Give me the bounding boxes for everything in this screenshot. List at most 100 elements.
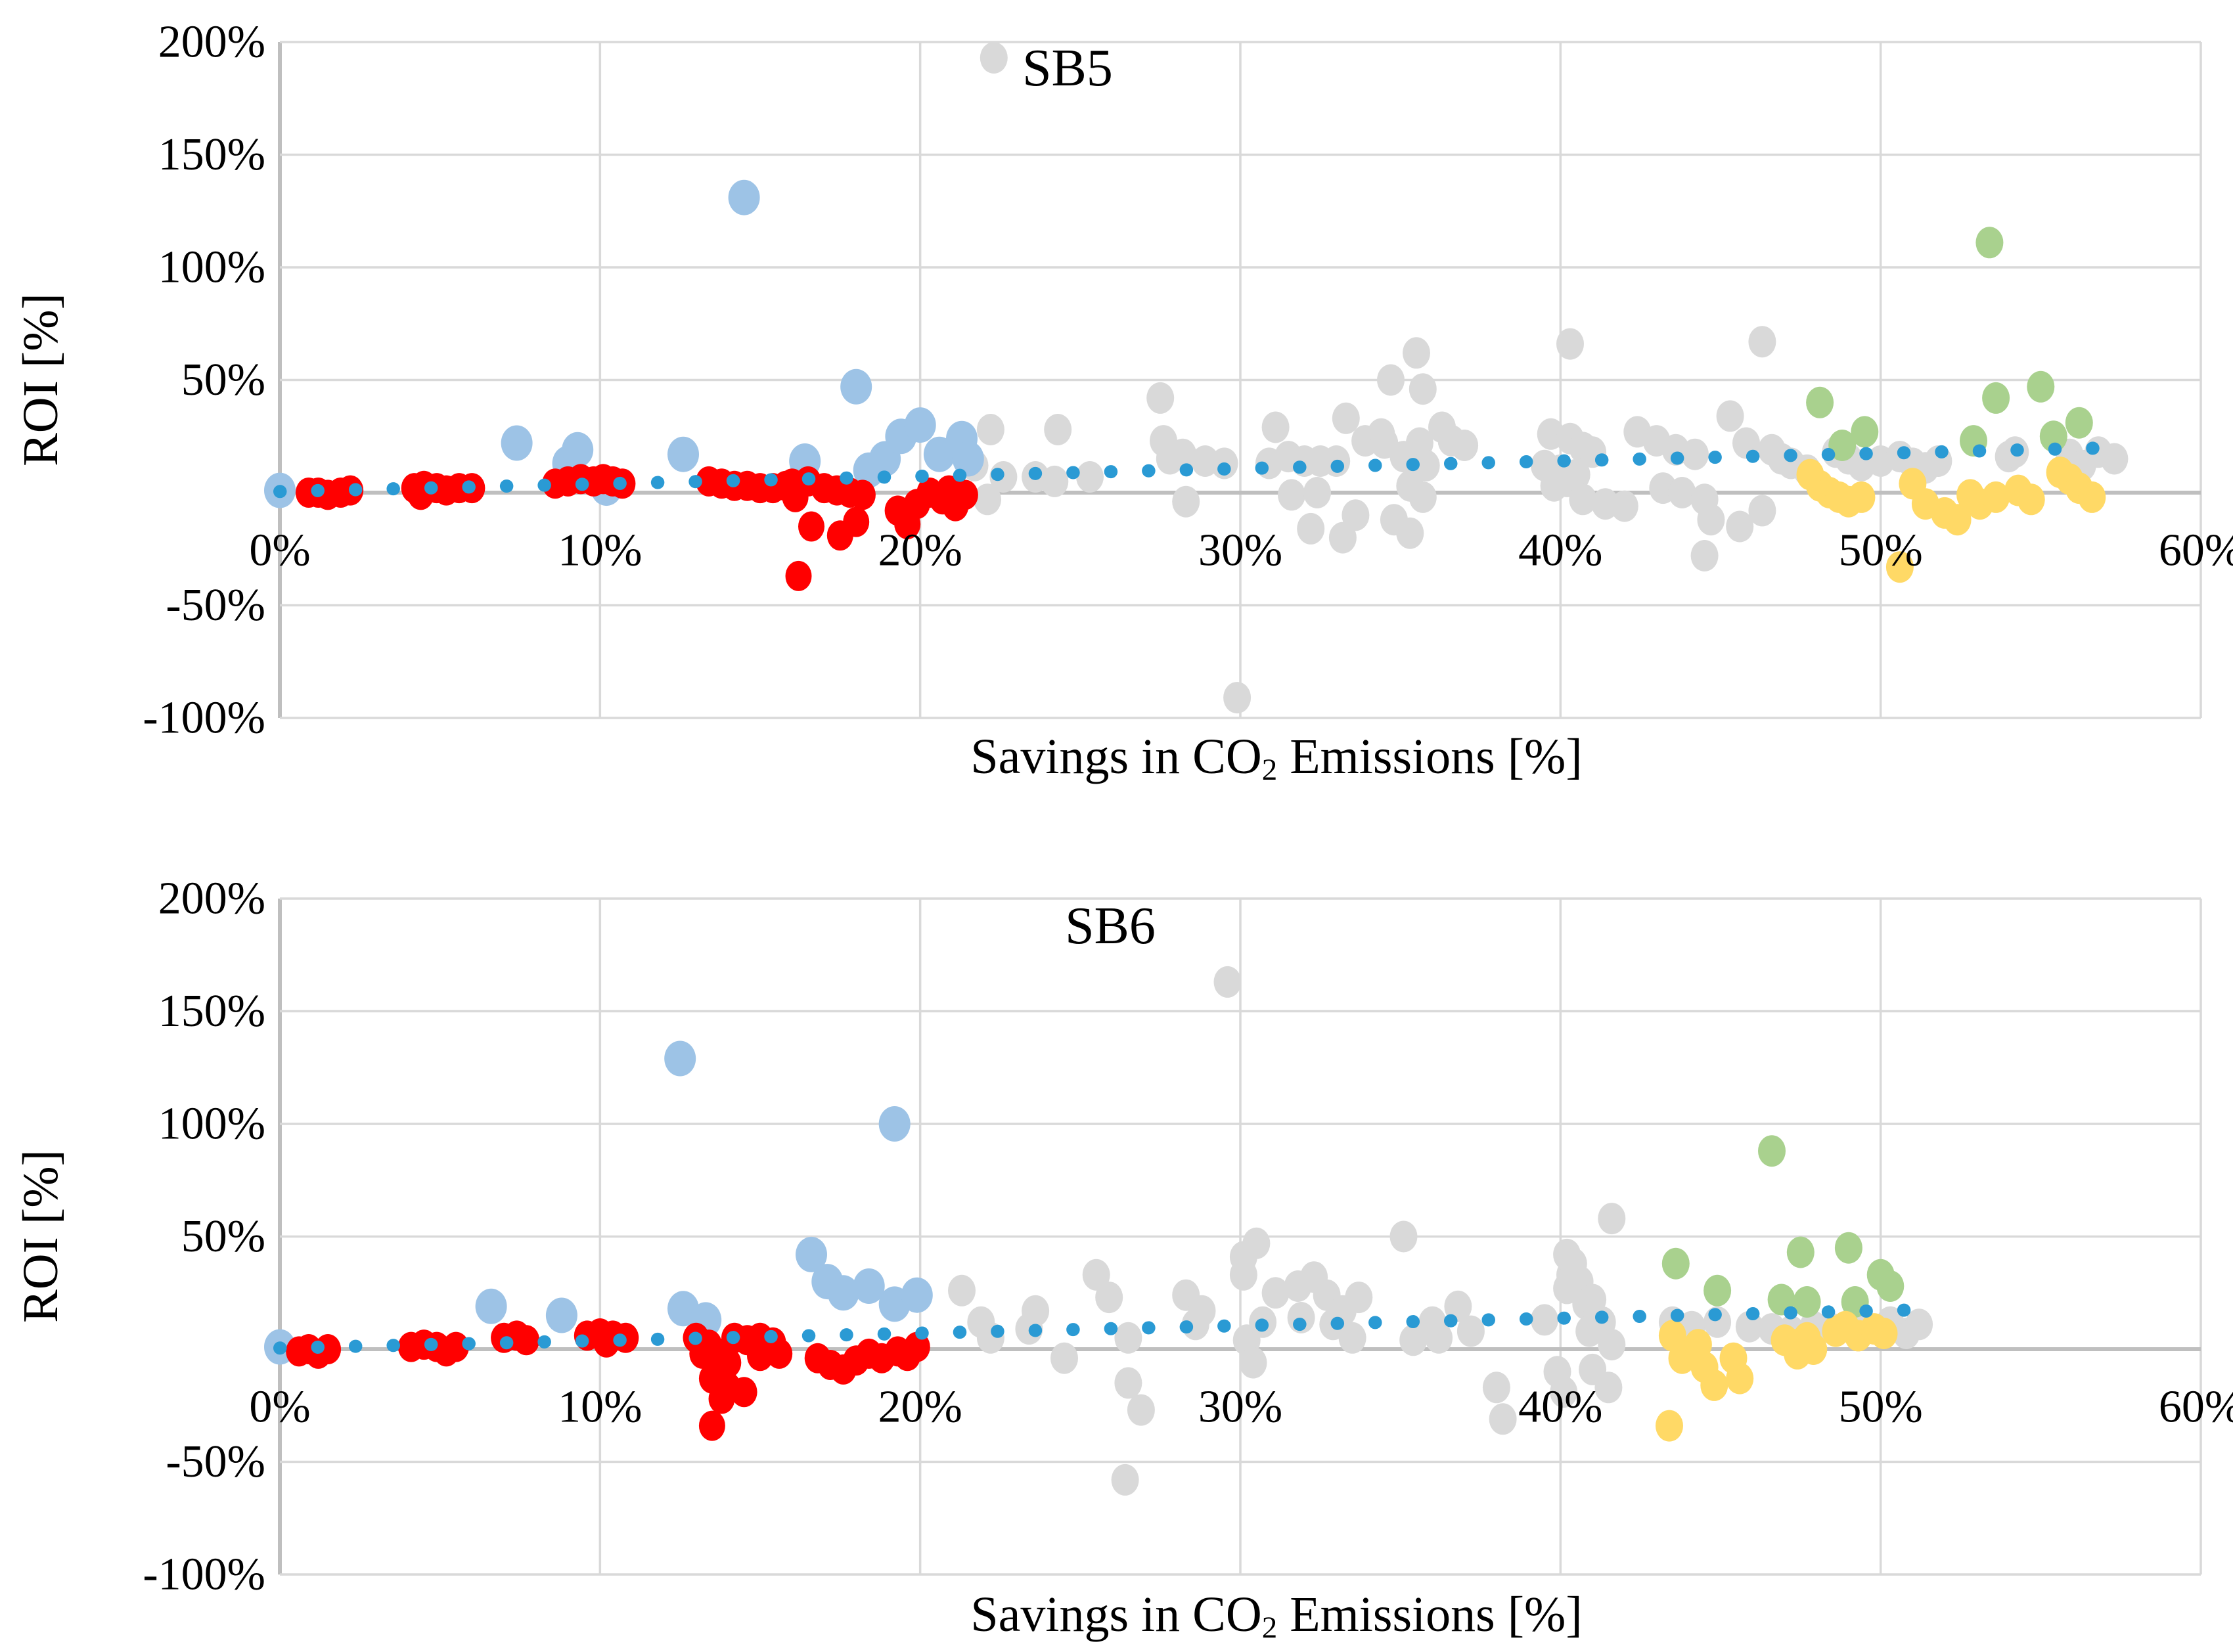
scatter-point	[766, 1338, 793, 1369]
scatter-point	[664, 1040, 696, 1077]
chart-sb5-gridlines	[278, 41, 2202, 719]
scatter-point	[1726, 510, 1754, 543]
chart-sb5-series-blue	[264, 179, 984, 508]
chart-sb6-y-tick-label: 50%	[181, 1211, 265, 1262]
scatter-point	[1050, 1342, 1078, 1374]
scatter-point	[1793, 1286, 1821, 1318]
scatter-point	[1188, 1295, 1216, 1327]
scatter-point	[1847, 481, 1876, 513]
scatter-point	[1409, 373, 1437, 405]
scatter-point	[1834, 1232, 1862, 1264]
scatter-point	[948, 1274, 976, 1306]
chart-sb5-series-yellow	[1796, 457, 2106, 583]
chart-sb6-x-tick-label: 20%	[878, 1382, 962, 1433]
scatter-point	[1223, 682, 1252, 714]
scatter-point	[1076, 461, 1104, 493]
scatter-point	[1870, 1318, 1898, 1349]
scatter-point	[827, 1275, 859, 1311]
scatter-point	[1114, 1322, 1142, 1354]
chart-sb6-x-tick-label: 60%	[2159, 1382, 2233, 1433]
chart-sb5-y-tick-label: 200%	[158, 17, 265, 68]
scatter-point	[1758, 1135, 1786, 1167]
chart-sb6-x-tick-label: 40%	[1518, 1382, 1602, 1433]
chart-sb5-y-tick-label: 150%	[158, 129, 265, 180]
chart-sb5-y-tick-label: -100%	[143, 693, 265, 744]
scatter-point	[1594, 1372, 1623, 1404]
scatter-point	[1278, 479, 1305, 511]
scatter-point	[545, 1297, 577, 1333]
scatter-point	[1399, 1324, 1428, 1356]
scatter-point	[1082, 1259, 1110, 1291]
chart-sb6-series-blue	[264, 1040, 933, 1365]
scatter-point	[1943, 504, 1972, 536]
chart-sb5-x-tick-label: 0%	[249, 525, 310, 576]
chart-sb6-x-tick-label: 50%	[1839, 1382, 1923, 1433]
scatter-point	[2027, 370, 2055, 403]
scatter-point	[2065, 407, 2093, 439]
scatter-point	[698, 1410, 725, 1441]
scatter-point	[1556, 328, 1584, 360]
scatter-point	[2039, 420, 2067, 453]
scatter-point	[1451, 430, 1479, 461]
scatter-point	[1172, 485, 1200, 518]
scatter-point	[513, 1325, 540, 1356]
scatter-point	[1700, 1369, 1728, 1401]
scatter-point	[1748, 326, 1776, 358]
scatter-point	[1297, 512, 1325, 545]
scatter-point	[1146, 382, 1175, 414]
scatter-point	[1905, 1308, 1933, 1341]
chart-sb6-gridlines	[278, 897, 2202, 1576]
chart-sb6: 200% 150% 100% 50% -50% -100% 0% 10% 20% 30% 40% 50…	[13, 874, 2233, 1645]
scatter-point	[1022, 1295, 1050, 1327]
scatter-point	[952, 441, 984, 477]
chart-sb5-title: SB5	[1022, 39, 1113, 97]
chart-sb6-x-tick-label: 30%	[1198, 1382, 1282, 1433]
scatter-point	[1786, 1236, 1815, 1268]
scatter-point	[1229, 1259, 1257, 1291]
scatter-point	[1610, 490, 1638, 522]
scatter-point	[731, 1377, 757, 1408]
scatter-point	[1716, 400, 1744, 432]
scatter-point	[1799, 1333, 1828, 1365]
scatter-point	[728, 179, 760, 215]
chart-sb6-y-tick-label: 200%	[158, 874, 265, 924]
scatter-point	[2078, 481, 2106, 513]
chart-sb5-y-tick-label: -50%	[166, 580, 265, 631]
scatter-point	[501, 425, 533, 461]
scatter-point	[1489, 1403, 1517, 1435]
chart-sb6-x-tick-label: 10%	[558, 1382, 642, 1433]
scatter-point	[1550, 1376, 1578, 1408]
scatter-point	[974, 483, 1001, 516]
scatter-point	[1668, 477, 1696, 508]
scatter-point	[1114, 1367, 1142, 1399]
scatter-point	[1482, 1372, 1510, 1404]
scatter-point	[2100, 443, 2129, 475]
scatter-point	[1261, 1277, 1290, 1309]
scatter-point	[843, 506, 870, 537]
scatter-point	[1681, 438, 1709, 470]
scatter-point	[1396, 517, 1424, 549]
chart-sb6-y-tick-label: -100%	[143, 1550, 265, 1600]
scatter-point	[443, 1331, 469, 1362]
scatter-point	[796, 1236, 827, 1272]
scatter-point	[1851, 416, 1879, 448]
scatter-point	[1345, 1282, 1373, 1314]
scatter-point	[1598, 1203, 1626, 1235]
scatter-point	[1703, 1274, 1732, 1306]
scatter-point	[840, 368, 872, 405]
scatter-point	[849, 480, 876, 510]
scatter-point	[1389, 1220, 1418, 1253]
scatter-point	[1328, 522, 1357, 554]
chart-sb5-series-green	[1806, 227, 2093, 461]
scatter-point	[1261, 411, 1290, 443]
chart-sb5-x-tick-label: 30%	[1198, 525, 1282, 576]
scatter-point	[1242, 1227, 1271, 1259]
scatter-point	[798, 511, 824, 542]
scatter-point	[1412, 449, 1440, 481]
scatter-point	[1377, 364, 1405, 396]
chart-sb6-x-axis-title: Savings in CO2 Emissions [%]	[970, 1587, 1582, 1645]
scatter-point	[980, 42, 1008, 74]
scatter-point	[1828, 430, 1857, 461]
